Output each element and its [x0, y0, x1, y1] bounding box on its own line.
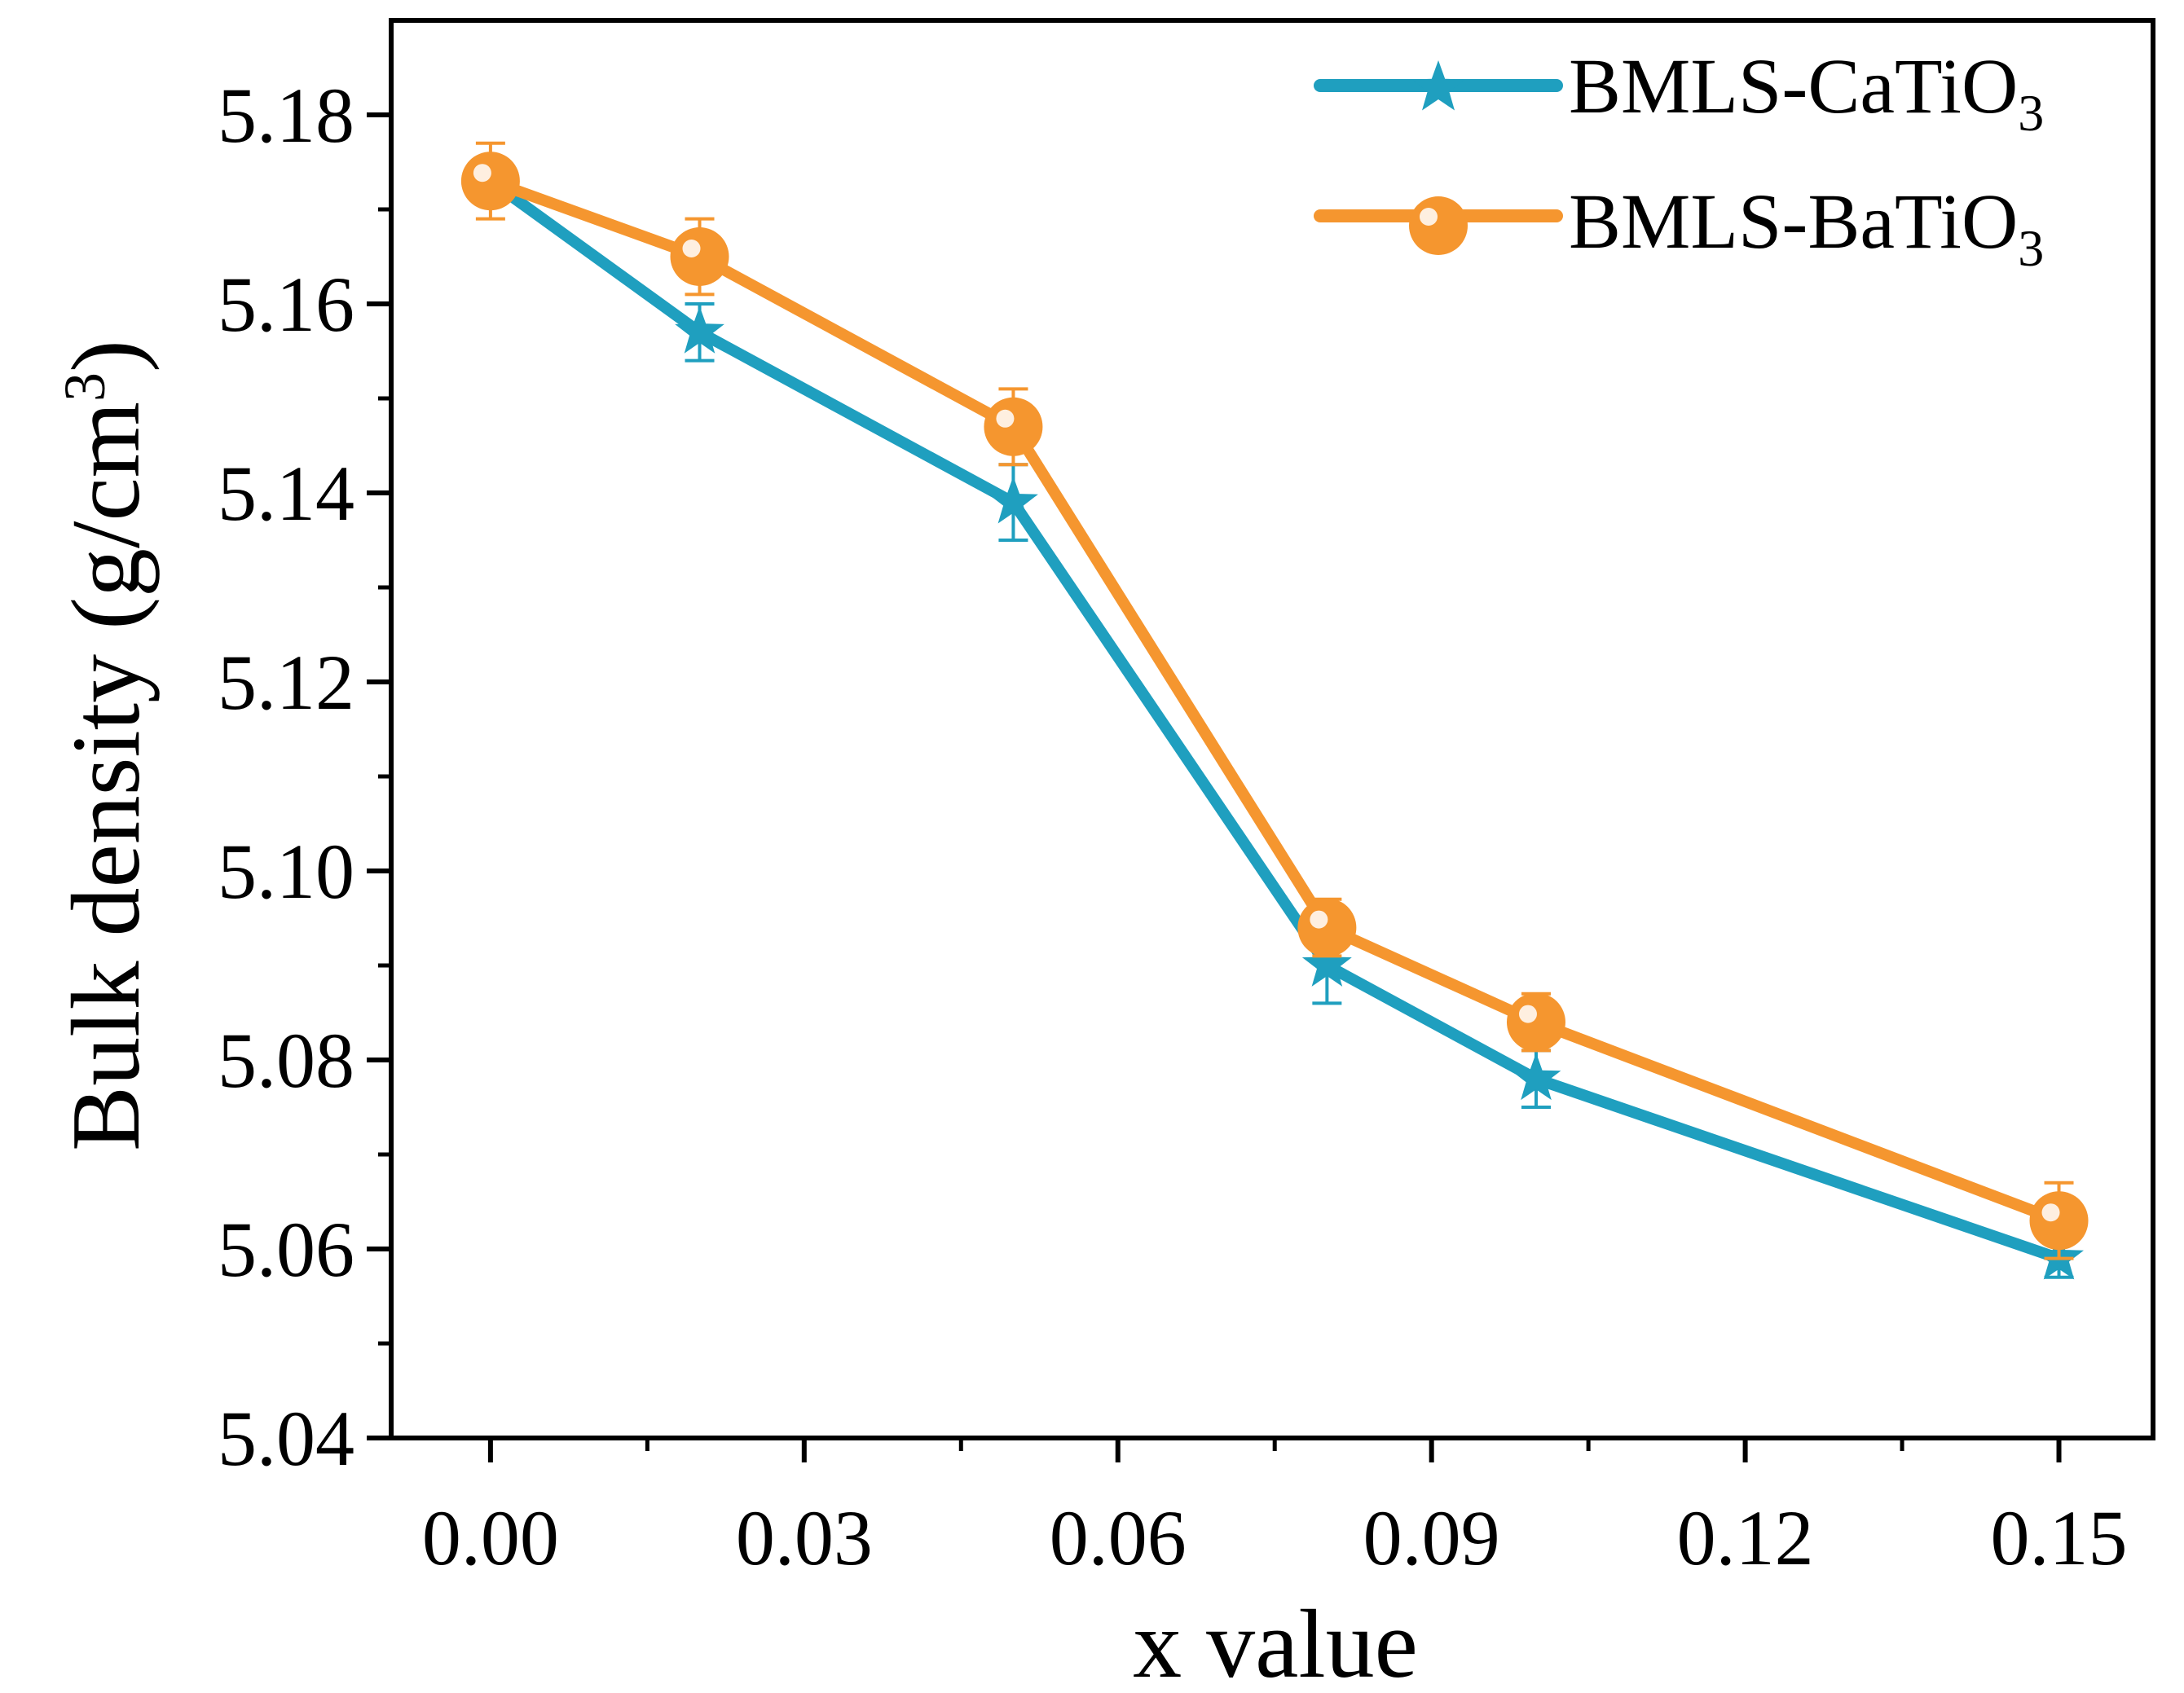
y-tick-label: 5.12 [218, 639, 354, 726]
legend-circle-highlight-icon [1420, 208, 1438, 226]
data-point-highlight [682, 240, 701, 257]
data-point-star [675, 306, 724, 354]
x-tick-label: 0.06 [1050, 1494, 1187, 1581]
plot-frame [389, 18, 2155, 1440]
data-point-circle [1297, 898, 1357, 957]
y-tick-label: 5.08 [218, 1017, 354, 1104]
legend-label-batio3-subscript: 3 [2018, 219, 2044, 277]
series-layer [460, 141, 2089, 1280]
data-point-star [989, 476, 1038, 524]
x-axis-title: x value [1133, 1590, 1418, 1693]
data-point-highlight [1310, 910, 1328, 929]
y-tick-label: 5.14 [218, 450, 354, 537]
data-point-circle [1506, 992, 1565, 1052]
y-tick-label: 5.16 [218, 261, 354, 348]
legend: BMLS-CaTiO3 BMLS-BaTiO3 [1314, 42, 2044, 277]
legend-item-batio3: BMLS-BaTiO3 [1314, 178, 2044, 277]
y-axis-title: Bulk density (g/cm3) [51, 340, 160, 1151]
legend-label-catio3-subscript: 3 [2018, 84, 2044, 142]
data-point-star [1511, 1053, 1561, 1101]
x-tick-label: 0.00 [422, 1494, 559, 1581]
legend-star-marker-icon [1411, 60, 1465, 111]
x-tick-label: 0.15 [1991, 1494, 2128, 1581]
y-tick-label: 5.06 [218, 1206, 354, 1293]
series-line [484, 175, 2065, 1227]
data-point-circle [670, 227, 729, 286]
data-point-circle [460, 152, 520, 211]
data-point-highlight [996, 409, 1015, 428]
series-batio3 [460, 141, 2089, 1260]
x-tick-label: 0.09 [1363, 1494, 1500, 1581]
legend-label-catio3: BMLS-CaTiO3 [1569, 42, 2044, 142]
data-point-highlight [1518, 1005, 1537, 1023]
axes: 5.04 5.06 5.08 5.10 5.12 5.14 5.16 5.18 0.00 0.03… [218, 18, 2155, 1581]
data-point-highlight [473, 164, 491, 182]
y-tick-label: 5.10 [218, 828, 354, 915]
y-axis-title-superscript: 3 [52, 372, 117, 402]
y-axis-title-close: ) [51, 340, 160, 372]
legend-item-catio3: BMLS-CaTiO3 [1314, 42, 2044, 142]
y-tick-label: 5.18 [218, 72, 354, 159]
data-point-circle [2029, 1191, 2089, 1251]
data-point-circle [984, 397, 1043, 456]
legend-label-batio3: BMLS-BaTiO3 [1569, 178, 2044, 277]
y-tick-label: 5.04 [218, 1395, 354, 1482]
x-tick-label: 0.03 [736, 1494, 873, 1581]
data-point-star [1301, 939, 1352, 987]
data-point-highlight [2041, 1203, 2060, 1222]
legend-circle-marker-icon [1409, 196, 1468, 255]
series-line [484, 175, 2065, 1264]
x-tick-label: 0.12 [1677, 1494, 1814, 1581]
